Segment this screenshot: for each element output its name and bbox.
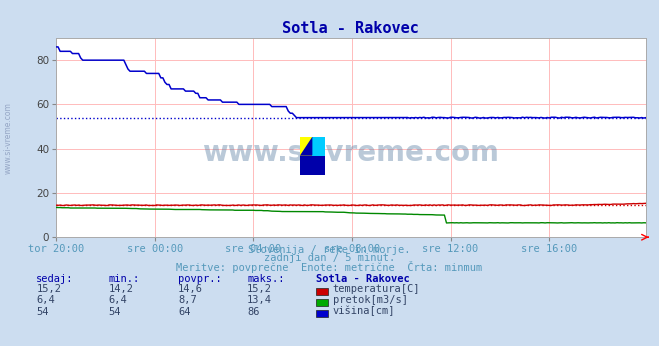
Title: Sotla - Rakovec: Sotla - Rakovec: [283, 20, 419, 36]
Text: Sotla - Rakovec: Sotla - Rakovec: [316, 274, 410, 284]
Text: zadnji dan / 5 minut.: zadnji dan / 5 minut.: [264, 253, 395, 263]
Text: 14,2: 14,2: [109, 284, 134, 294]
Text: 8,7: 8,7: [178, 295, 196, 306]
Text: maks.:: maks.:: [247, 274, 285, 284]
Text: 15,2: 15,2: [247, 284, 272, 294]
Text: 54: 54: [109, 307, 121, 317]
Text: 15,2: 15,2: [36, 284, 61, 294]
Text: Meritve: povprečne  Enote: metrične  Črta: minmum: Meritve: povprečne Enote: metrične Črta:…: [177, 261, 482, 273]
Text: www.si-vreme.com: www.si-vreme.com: [4, 102, 13, 174]
Text: pretok[m3/s]: pretok[m3/s]: [333, 295, 408, 306]
Text: 6,4: 6,4: [109, 295, 127, 306]
Polygon shape: [300, 137, 312, 156]
Bar: [312, 137, 325, 156]
Bar: [300, 137, 312, 156]
Text: www.si-vreme.com: www.si-vreme.com: [202, 139, 500, 167]
Text: 54: 54: [36, 307, 49, 317]
Text: Slovenija / reke in morje.: Slovenija / reke in morje.: [248, 245, 411, 255]
Text: višina[cm]: višina[cm]: [333, 306, 395, 317]
Text: povpr.:: povpr.:: [178, 274, 221, 284]
Text: sedaj:: sedaj:: [36, 274, 74, 284]
Text: 14,6: 14,6: [178, 284, 203, 294]
Text: 13,4: 13,4: [247, 295, 272, 306]
Text: temperatura[C]: temperatura[C]: [333, 284, 420, 294]
Bar: [300, 156, 325, 175]
Text: min.:: min.:: [109, 274, 140, 284]
Text: 64: 64: [178, 307, 190, 317]
Text: 86: 86: [247, 307, 260, 317]
Polygon shape: [312, 137, 325, 156]
Text: 6,4: 6,4: [36, 295, 55, 306]
